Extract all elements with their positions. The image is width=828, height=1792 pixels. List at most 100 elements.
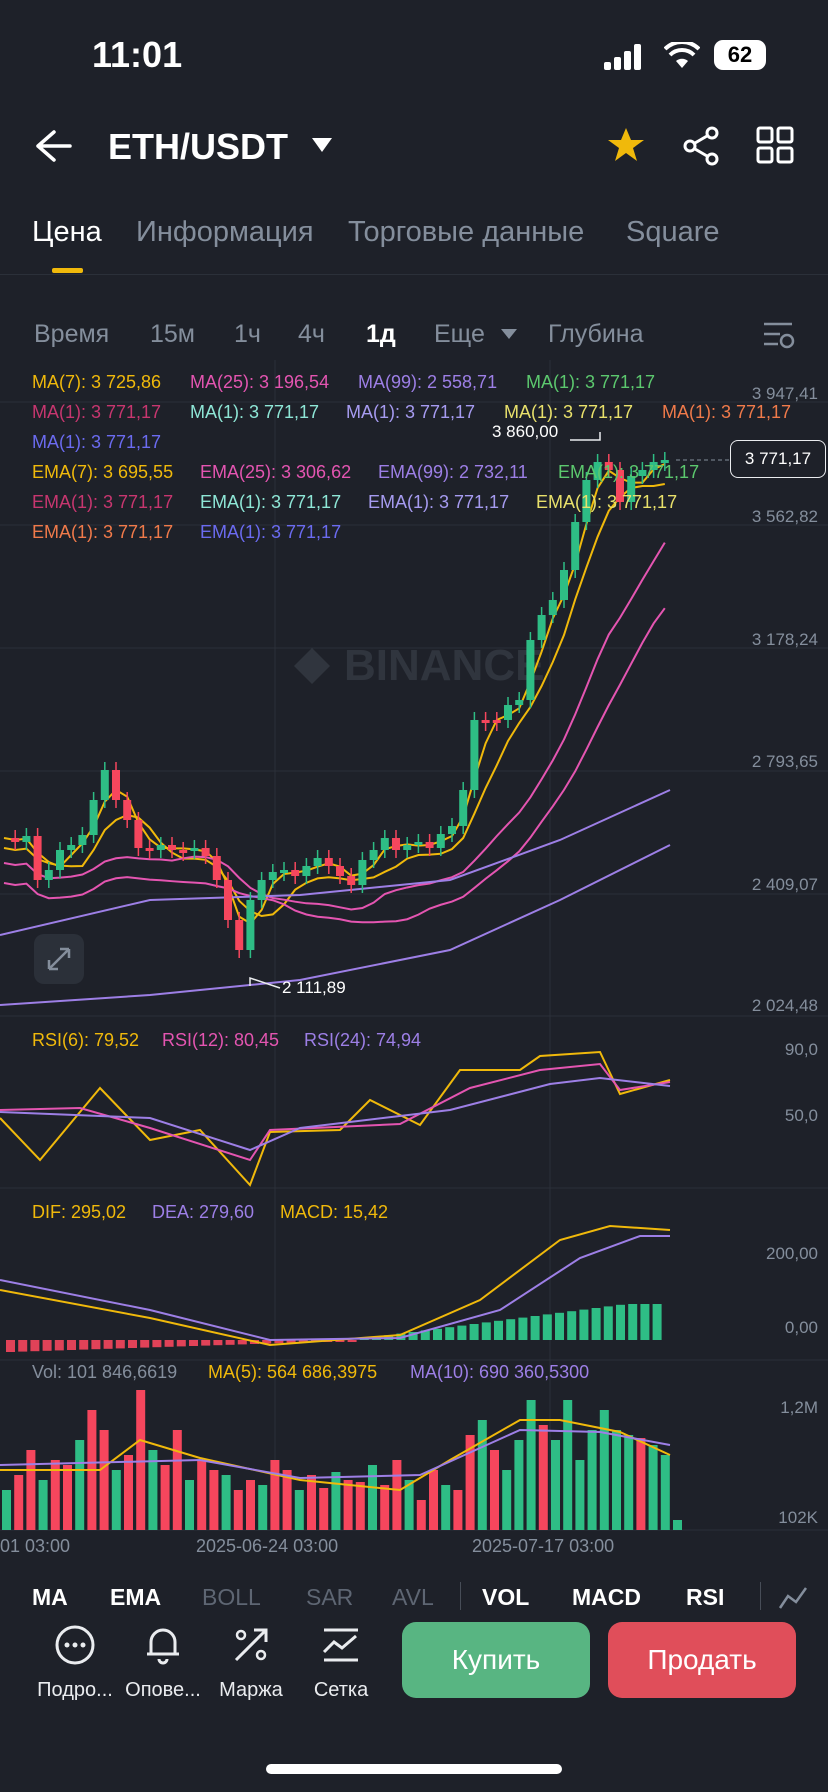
tf-1h[interactable]: 1ч	[234, 320, 261, 348]
macd-axis-label: 200,00	[766, 1244, 818, 1263]
legend-ema1: EMA(1): 3 771,17	[200, 522, 342, 542]
ind-tab-ma[interactable]: MA	[32, 1584, 68, 1610]
macd-bar	[494, 1320, 503, 1340]
alerts-button[interactable]: Опове...	[118, 1624, 208, 1702]
ind-tab-ema[interactable]: EMA	[110, 1584, 162, 1610]
volume-bar	[587, 1430, 597, 1530]
candle-body	[436, 834, 445, 848]
tf-more[interactable]: Еще	[434, 320, 485, 348]
ind-tab-sar[interactable]: SAR	[306, 1584, 354, 1610]
macd-bar	[567, 1311, 577, 1340]
macd-bar	[652, 1304, 662, 1340]
tf-4h[interactable]: 4ч	[298, 320, 325, 348]
macd-bar	[189, 1340, 198, 1346]
price-axis-label: 3 178,24	[751, 630, 818, 649]
ind-tab-macd[interactable]: MACD	[572, 1584, 641, 1610]
candle-body	[537, 615, 546, 640]
more-chevron-icon[interactable]	[500, 328, 518, 340]
rsi-axis-label: 50,0	[784, 1106, 818, 1125]
candle-body	[235, 920, 244, 950]
ind-tab-avl[interactable]: AVL	[392, 1584, 434, 1610]
date-label: 2025-07-17 03:00	[472, 1536, 615, 1556]
tab-info[interactable]: Информация	[136, 216, 314, 248]
divider	[460, 1582, 461, 1610]
indicator-settings-icon[interactable]	[776, 1582, 810, 1612]
macd-bar	[506, 1319, 516, 1340]
ema25-line	[3, 607, 666, 924]
legend-ma7: MA(7): 3 725,86	[32, 372, 162, 392]
status-time: 11:01	[92, 34, 183, 75]
ind-tab-rsi[interactable]: RSI	[686, 1584, 725, 1610]
legend-ma1: MA(1): 3 771,17	[662, 402, 792, 422]
macd-bar	[640, 1304, 650, 1340]
volume-bar	[453, 1490, 463, 1530]
status-bar: 11:01 62	[0, 0, 828, 110]
grid-menu-icon[interactable]	[756, 126, 794, 164]
macd-bar	[555, 1312, 564, 1340]
macd-value-label: MACD: 15,42	[280, 1202, 389, 1222]
ma25-line	[3, 542, 666, 911]
vol-label: Vol: 101 846,6619	[32, 1362, 178, 1382]
candle-body	[134, 820, 143, 848]
volume-bar	[636, 1438, 646, 1530]
candle-body	[89, 800, 98, 835]
macd-bar	[79, 1340, 89, 1350]
macd-dif-line	[0, 1224, 671, 1347]
tf-time[interactable]: Время	[34, 320, 110, 348]
pair-title[interactable]: ETH/USDT	[108, 126, 288, 167]
candle-body	[515, 700, 524, 705]
volume-bar	[514, 1440, 524, 1530]
signal-icon	[604, 44, 641, 70]
candle-body	[448, 826, 456, 834]
tab-price[interactable]: Цена	[32, 216, 102, 248]
candle-body	[123, 800, 132, 820]
tf-15m[interactable]: 15м	[150, 320, 195, 348]
volume-bar	[294, 1490, 304, 1530]
star-icon[interactable]	[606, 126, 646, 164]
margin-button[interactable]: Маржа	[206, 1624, 296, 1702]
legend-ema1: EMA(1): 3 771,17	[32, 492, 174, 512]
tf-depth[interactable]: Глубина	[548, 320, 644, 348]
details-button[interactable]: Подро...	[30, 1624, 120, 1702]
macd-dea-line	[0, 1235, 670, 1342]
tf-1d[interactable]: 1д	[366, 320, 396, 348]
chart-canvas[interactable]: BINANCE	[0, 360, 828, 1560]
grid-trading-button[interactable]: Сетка	[296, 1624, 386, 1702]
rsi12-line	[0, 1062, 671, 1162]
chart-settings-icon[interactable]	[762, 320, 796, 350]
sell-button[interactable]: Продать	[608, 1622, 796, 1698]
share-icon[interactable]	[682, 126, 722, 166]
macd-bar	[433, 1328, 442, 1340]
volume-bar	[624, 1435, 634, 1530]
buy-button[interactable]: Купить	[402, 1622, 590, 1698]
volume-bar	[185, 1480, 194, 1530]
date-label: 2025-06-24 03:00	[196, 1536, 339, 1556]
tab-trading-data[interactable]: Торговые данные	[348, 216, 585, 248]
volume-bar	[416, 1500, 426, 1530]
macd-bar	[201, 1340, 211, 1346]
volume-bar	[490, 1450, 499, 1530]
binance-watermark: BINANCE	[294, 641, 544, 690]
tab-square[interactable]: Square	[626, 216, 720, 248]
volume-bar	[26, 1450, 36, 1530]
volume-bar	[575, 1460, 585, 1530]
legend-ma1: MA(1): 3 771,17	[346, 402, 476, 422]
grid-lines	[0, 360, 828, 1531]
ind-tab-boll[interactable]: BOLL	[202, 1584, 261, 1610]
candle-body	[67, 845, 76, 850]
fullscreen-button[interactable]	[34, 934, 84, 984]
candle-body	[593, 462, 602, 480]
candle-body	[380, 838, 389, 850]
ind-tab-vol[interactable]: VOL	[482, 1584, 530, 1610]
chevron-down-icon[interactable]	[310, 136, 334, 154]
legend-ma1: MA(1): 3 771,17	[526, 372, 656, 392]
volume-bar	[368, 1465, 377, 1530]
candle-body	[302, 866, 311, 876]
volume-bar	[441, 1485, 451, 1530]
macd-bar	[213, 1340, 223, 1346]
candle-body	[22, 836, 31, 842]
volume-bar	[502, 1470, 512, 1530]
candle-body	[638, 470, 647, 476]
candle-body	[179, 850, 188, 853]
back-icon[interactable]	[34, 128, 74, 164]
